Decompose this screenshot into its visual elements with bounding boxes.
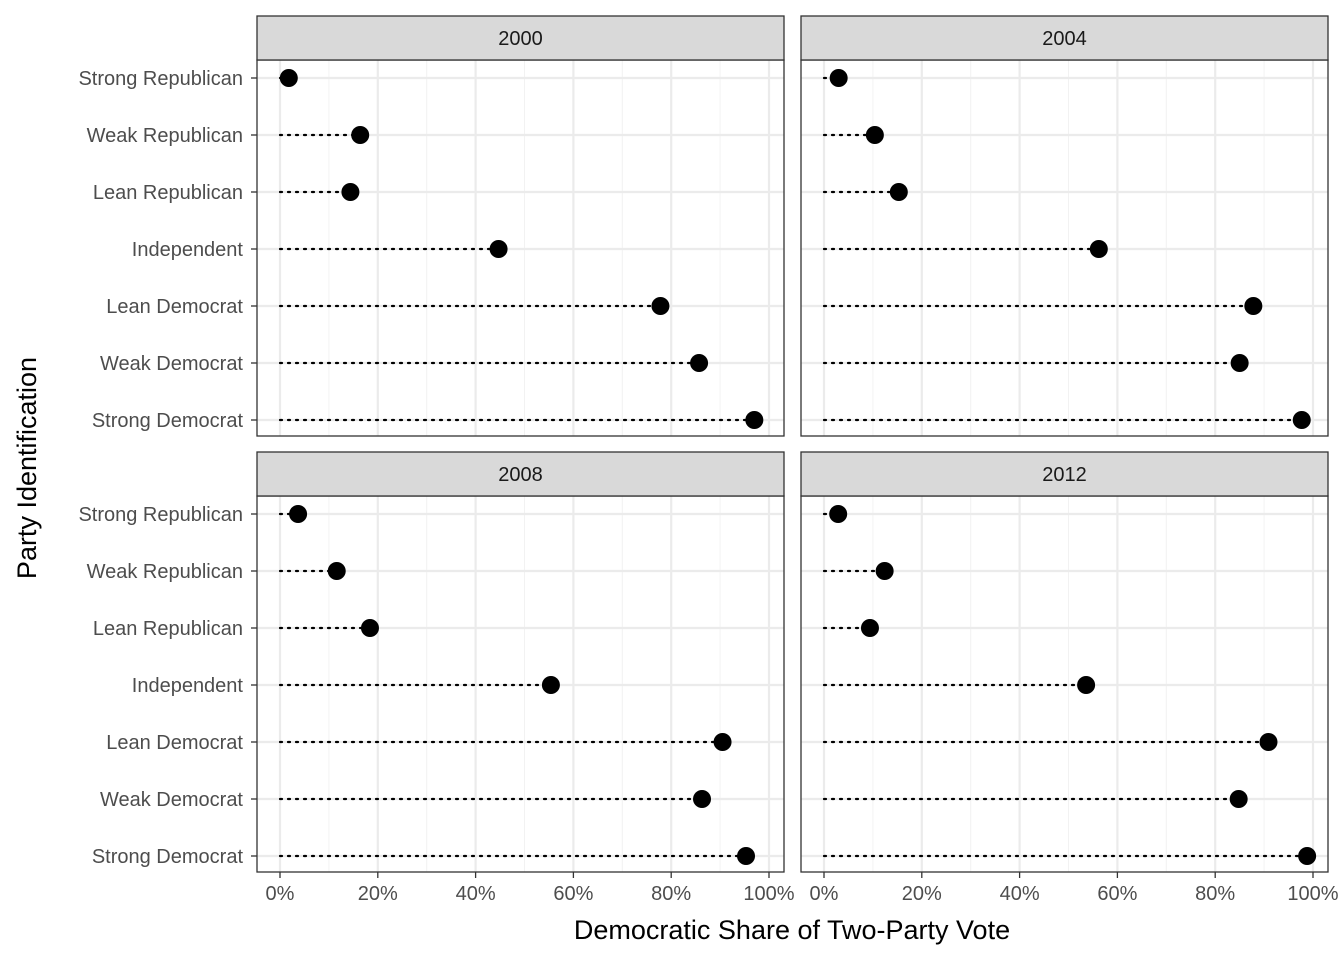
facet-strip	[256, 451, 785, 497]
panel-2000: 2000 Strong Republican Weak Republican Lean…	[78, 15, 785, 437]
y-tick-label: Strong Democrat	[92, 410, 244, 432]
data-point	[1089, 240, 1108, 258]
x-tick-label: 40%	[456, 883, 496, 905]
data-point	[829, 505, 848, 523]
x-axis-title: Democratic Share of Two-Party Vote	[574, 915, 1010, 945]
data-point	[860, 619, 879, 637]
x-tick-label: 0%	[810, 883, 839, 905]
data-point	[289, 505, 308, 523]
data-point	[829, 69, 848, 87]
data-point	[1292, 411, 1311, 429]
data-point	[690, 354, 709, 372]
data-point	[541, 676, 560, 694]
data-point	[651, 297, 670, 315]
x-tick-label: 80%	[651, 883, 691, 905]
data-point	[1259, 733, 1278, 751]
y-tick-label: Lean Democrat	[106, 296, 243, 318]
panel-2008: 2008 Strong Republican Weak Republican Lean…	[78, 451, 795, 905]
facet-strip	[256, 15, 785, 61]
x-tick-label: 40%	[1000, 883, 1040, 905]
data-point	[745, 411, 764, 429]
panel-2012: 2012 0% 20% 40% 60% 80% 100%	[800, 451, 1339, 905]
data-point	[693, 790, 712, 808]
facet-label: 2004	[1042, 28, 1087, 50]
y-axis-title: Party Identification	[12, 357, 42, 579]
y-tick-label: Weak Republican	[87, 561, 243, 583]
x-tick-label: 80%	[1195, 883, 1235, 905]
x-tick-label: 100%	[1287, 883, 1338, 905]
y-tick-label: Lean Republican	[93, 618, 243, 640]
y-tick-label: Weak Democrat	[100, 353, 243, 375]
data-point	[351, 126, 370, 144]
data-point	[737, 847, 756, 865]
data-point	[889, 183, 908, 201]
data-point	[360, 619, 379, 637]
y-tick-label: Strong Republican	[78, 504, 243, 526]
data-point	[1244, 297, 1263, 315]
y-tick-label: Lean Republican	[93, 182, 243, 204]
data-point	[1077, 676, 1096, 694]
facet-label: 2000	[498, 28, 543, 50]
data-point	[1298, 847, 1317, 865]
y-tick-label: Lean Democrat	[106, 732, 243, 754]
data-point	[489, 240, 508, 258]
data-point	[327, 562, 346, 580]
data-point	[875, 562, 894, 580]
x-tick-label: 60%	[1097, 883, 1137, 905]
y-tick-label: Independent	[132, 675, 244, 697]
y-tick-label: Weak Democrat	[100, 789, 243, 811]
panel-2004: 2004	[800, 15, 1329, 437]
data-point	[713, 733, 732, 751]
facet-label: 2012	[1042, 464, 1087, 486]
data-point	[1229, 790, 1248, 808]
data-point	[1230, 354, 1249, 372]
data-point	[865, 126, 884, 144]
y-tick-label: Strong Democrat	[92, 846, 244, 868]
y-tick-label: Strong Republican	[78, 68, 243, 90]
x-tick-label: 0%	[266, 883, 295, 905]
facet-label: 2008	[498, 464, 543, 486]
x-tick-label: 20%	[358, 883, 398, 905]
y-tick-label: Independent	[132, 239, 244, 261]
y-tick-label: Weak Republican	[87, 125, 243, 147]
x-tick-label: 60%	[553, 883, 593, 905]
facet-strip	[800, 15, 1329, 61]
data-point	[341, 183, 360, 201]
data-point	[279, 69, 298, 87]
x-tick-label: 100%	[743, 883, 794, 905]
x-tick-label: 20%	[902, 883, 942, 905]
facet-strip	[800, 451, 1329, 497]
